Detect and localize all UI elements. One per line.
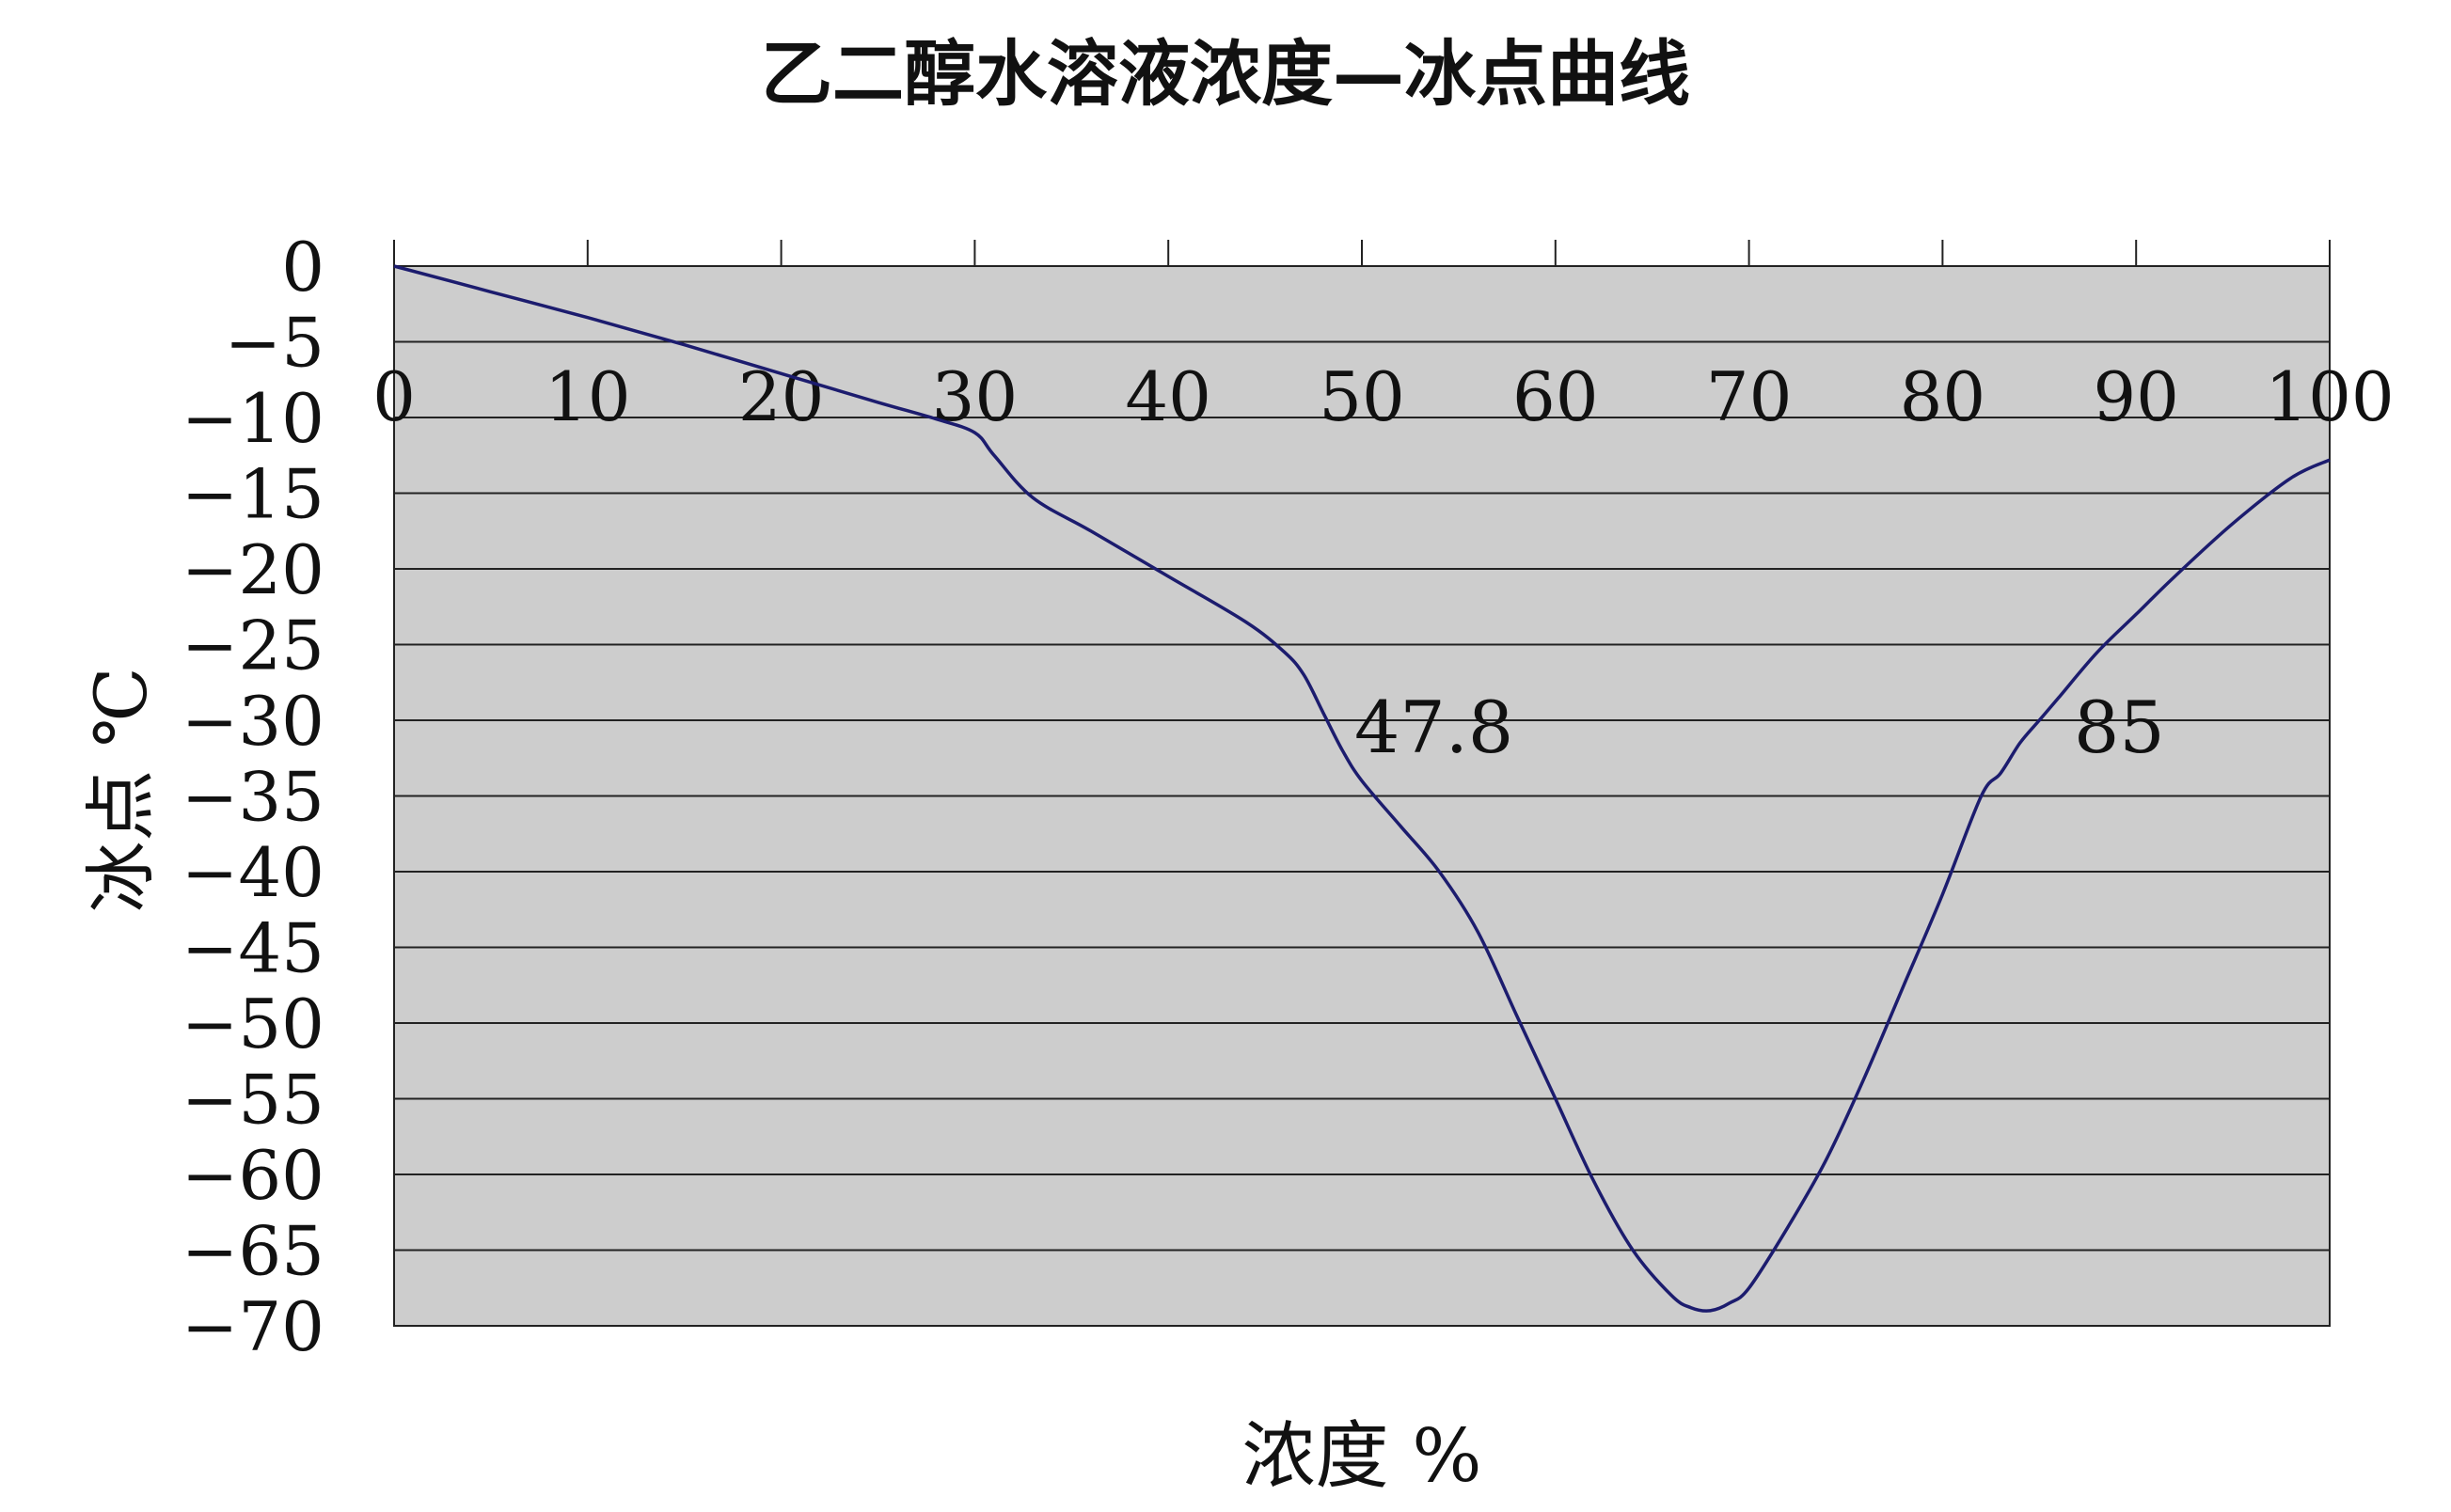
x-tick-label: 50	[1319, 357, 1405, 436]
y-tick-label: −65	[182, 1212, 324, 1291]
y-axis-label: 冰点 ℃	[79, 667, 163, 912]
y-tick-label: −35	[182, 758, 324, 837]
x-tick-label: 40	[1125, 357, 1211, 436]
x-tick-label: 30	[932, 357, 1019, 436]
x-tick-label: 100	[2265, 357, 2394, 436]
x-tick-label: 10	[545, 357, 631, 436]
x-tick-label: 90	[2093, 357, 2179, 436]
y-tick-label: −5	[225, 304, 324, 383]
y-tick-label: −40	[182, 833, 324, 912]
x-axis: 0 10 20 30 40 50 60 70 80 90 100	[372, 240, 2395, 436]
x-axis-label: 浓度 %	[1242, 1414, 1482, 1499]
x-tick-label: 0	[372, 357, 416, 436]
y-tick-label: −30	[182, 682, 324, 761]
annotation-label-47-8: 47.8	[1354, 685, 1513, 769]
annotation-label-85: 85	[2074, 685, 2165, 769]
x-tick-label: 60	[1512, 357, 1599, 436]
x-tick-label: 80	[1900, 357, 1986, 436]
y-axis: 0−5−10−15−20−25−30−35−40−45−50−55−60−65−…	[182, 228, 324, 1366]
y-tick-label: −55	[182, 1061, 324, 1140]
y-tick-label: −70	[182, 1287, 324, 1366]
x-tick-label: 70	[1706, 357, 1793, 436]
y-tick-label: −45	[182, 909, 324, 988]
y-tick-label: −10	[182, 379, 324, 458]
x-tick-label: 20	[738, 357, 825, 436]
y-tick-label: −25	[182, 606, 324, 685]
chart-title: 乙二醇水溶液浓度—冰点曲线	[761, 32, 1690, 116]
y-tick-label: −60	[182, 1136, 324, 1215]
freezing-point-curve	[393, 264, 2331, 1313]
y-tick-label: −15	[182, 455, 324, 534]
y-tick-label: −50	[182, 984, 324, 1063]
y-tick-label: −20	[182, 530, 324, 609]
horizontal-gridlines	[394, 265, 2330, 1327]
y-tick-label: 0	[281, 228, 324, 307]
